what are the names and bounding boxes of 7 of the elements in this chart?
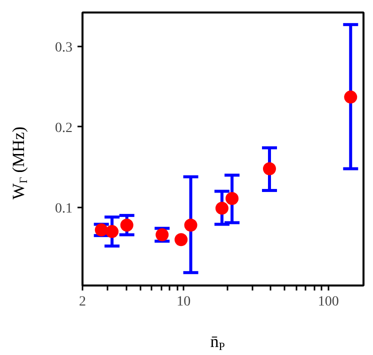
y-tick-label: 0.1 xyxy=(55,201,72,216)
y-tick-label: 0.2 xyxy=(55,120,72,136)
y-tick-label: 0.3 xyxy=(55,40,72,56)
x-axis-title: n̄$_{P}$ xyxy=(210,331,225,355)
x-tick-label: 10 xyxy=(176,294,191,310)
x-tick-label: 2 xyxy=(79,294,86,310)
x-tick-label: 100 xyxy=(318,294,339,310)
